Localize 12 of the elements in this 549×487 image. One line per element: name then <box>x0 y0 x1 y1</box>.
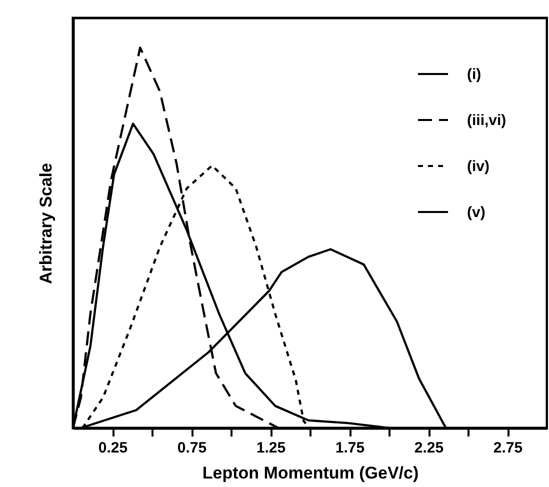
x-tick-label: 1.25 <box>256 440 286 456</box>
legend-label: (iv) <box>467 158 490 175</box>
y-axis-title: Arbitrary Scale <box>36 163 56 284</box>
x-tick-label: 0.25 <box>98 440 128 456</box>
x-axis-title: Lepton Momentum (GeV/c) <box>202 464 419 482</box>
x-tick-label: 0.75 <box>177 440 207 456</box>
legend-label: (iii,vi) <box>467 112 506 129</box>
legend-label: (v) <box>467 204 486 221</box>
legend-label: (i) <box>467 66 482 83</box>
x-tick-label: 2.75 <box>493 440 523 456</box>
x-tick-label: 1.75 <box>335 440 365 456</box>
x-tick-label: 2.25 <box>414 440 444 456</box>
